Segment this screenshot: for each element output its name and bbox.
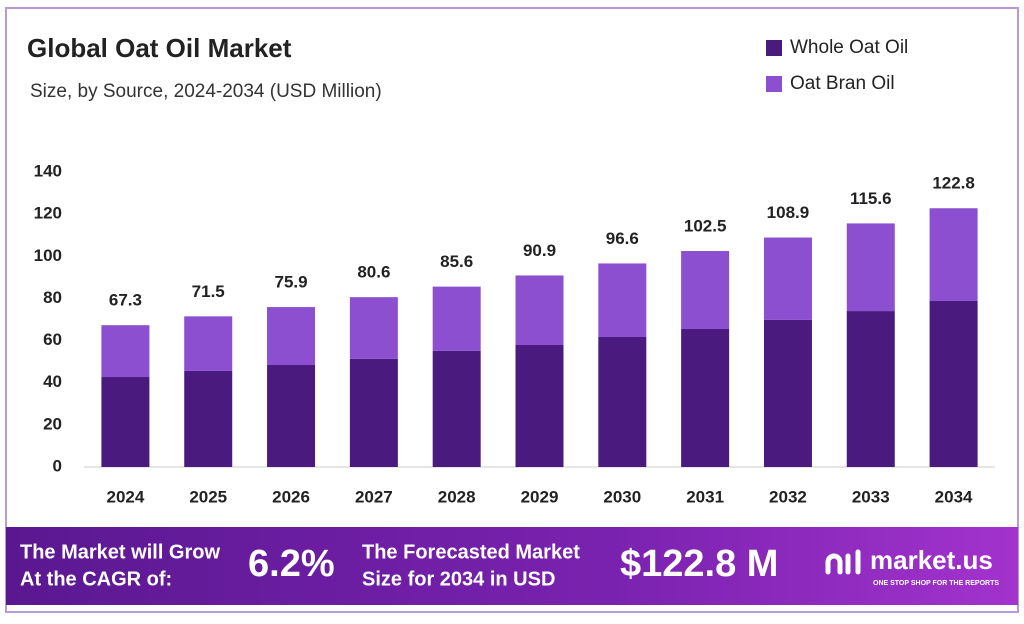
- bar-segment: [763, 237, 812, 320]
- total-label: 90.9: [523, 241, 556, 260]
- y-tick-label: 40: [43, 372, 62, 391]
- legend-label: Whole Oat Oil: [790, 37, 908, 58]
- total-label: 67.3: [109, 291, 142, 310]
- total-label: 122.8: [932, 174, 975, 193]
- bar-segment: [267, 307, 316, 366]
- legend-swatch: [766, 40, 782, 56]
- x-tick-label: 2026: [272, 487, 310, 506]
- x-tick-label: 2031: [686, 487, 724, 506]
- bar-segment: [101, 325, 150, 378]
- bar-segment: [929, 208, 978, 301]
- x-tick-label: 2034: [935, 487, 973, 506]
- total-label: 102.5: [684, 217, 727, 236]
- footer-text: Size for 2034 in USD: [362, 568, 555, 590]
- brand-logo: [825, 549, 861, 575]
- cagr: 6.2%: [248, 543, 335, 585]
- legend-label: Oat Bran Oil: [790, 73, 895, 94]
- tagline: ONE STOP SHOP FOR THE REPORTS: [873, 580, 999, 587]
- footer-text: The Forecasted Market: [362, 541, 580, 563]
- y-tick-label: 140: [34, 161, 62, 180]
- forecast-value: $122.8 M: [620, 543, 778, 585]
- y-tick-label: 120: [34, 204, 62, 223]
- bar-segment: [763, 319, 812, 467]
- footer-band: [6, 527, 1018, 605]
- x-tick-label: 2032: [769, 487, 807, 506]
- bar-segment: [598, 263, 647, 337]
- y-tick-label: 0: [53, 456, 62, 475]
- bar-segment: [184, 316, 233, 371]
- legend-swatch: [766, 76, 782, 92]
- chart-subtitle: Size, by Source, 2024-2034 (USD Million): [30, 81, 382, 102]
- bar-segment: [846, 311, 895, 467]
- total-label: 71.5: [192, 282, 225, 301]
- bar-segment: [929, 300, 978, 467]
- bar-segment: [515, 344, 564, 467]
- x-tick-label: 2029: [521, 487, 559, 506]
- footer-text: At the CAGR of:: [20, 568, 172, 590]
- total-label: 85.6: [440, 252, 473, 271]
- footer-text: The Market will Grow: [20, 541, 220, 563]
- chart-title: Global Oat Oil Market: [27, 33, 292, 63]
- y-tick-label: 100: [34, 246, 62, 265]
- y-tick-label: 80: [43, 288, 62, 307]
- x-tick-label: 2030: [603, 487, 641, 506]
- bar-segment: [432, 350, 481, 467]
- x-tick-label: 2027: [355, 487, 393, 506]
- bar-segment: [681, 251, 730, 329]
- x-tick-label: 2028: [438, 487, 476, 506]
- total-label: 96.6: [606, 229, 639, 248]
- bar-segment: [515, 275, 564, 345]
- bar-segment: [681, 328, 730, 467]
- bar-segment: [184, 370, 233, 467]
- bar-segment: [267, 365, 316, 467]
- total-label: 115.6: [850, 189, 892, 208]
- bar-segment: [349, 297, 398, 359]
- bar-segment: [101, 377, 150, 467]
- brand: market.us: [870, 545, 993, 575]
- x-tick-label: 2024: [106, 487, 144, 506]
- total-label: 80.6: [357, 263, 390, 282]
- total-label: 75.9: [274, 273, 307, 292]
- total-label: 108.9: [767, 203, 810, 222]
- bar-segment: [432, 286, 481, 351]
- bar-segment: [598, 336, 647, 467]
- frame: [5, 7, 1019, 613]
- y-tick-label: 20: [43, 414, 62, 433]
- x-tick-label: 2033: [852, 487, 890, 506]
- bar-segment: [349, 358, 398, 467]
- y-tick-label: 60: [43, 330, 62, 349]
- bar-segment: [846, 223, 895, 312]
- x-tick-label: 2025: [189, 487, 227, 506]
